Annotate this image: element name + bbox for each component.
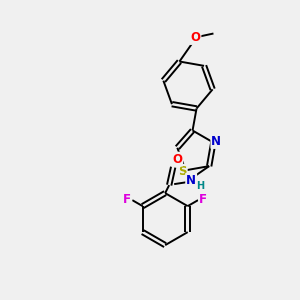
Text: S: S bbox=[178, 165, 187, 178]
Text: N: N bbox=[186, 174, 196, 187]
Text: O: O bbox=[190, 31, 200, 44]
Text: H: H bbox=[196, 181, 204, 191]
Text: N: N bbox=[211, 135, 221, 148]
Text: F: F bbox=[123, 193, 131, 206]
Text: O: O bbox=[172, 153, 182, 166]
Text: F: F bbox=[199, 193, 207, 206]
